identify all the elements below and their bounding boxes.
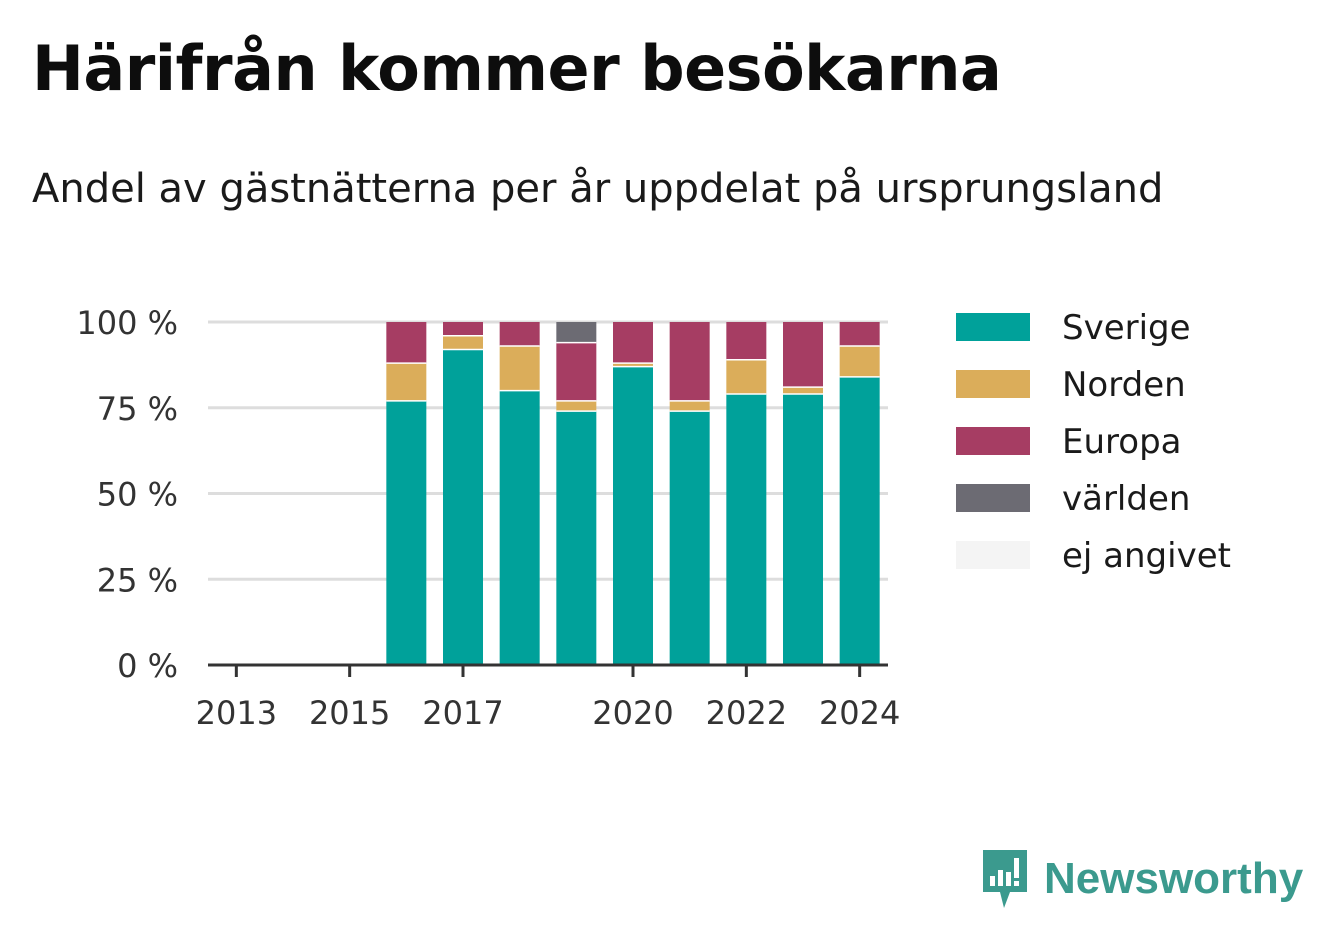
legend-label: Norden	[1062, 365, 1186, 405]
legend-swatch	[956, 313, 1030, 341]
chart-title: Härifrån kommer besökarna	[32, 32, 1002, 105]
bar-segment	[443, 322, 483, 336]
bar-segment	[386, 322, 427, 364]
legend-swatch	[956, 427, 1030, 455]
brand-name: Newsworthy	[1044, 854, 1304, 903]
bar-segment	[839, 322, 880, 347]
bar-segment	[783, 387, 823, 395]
bar-segment	[613, 322, 653, 364]
bar-segment	[783, 322, 823, 388]
legend-label: Sverige	[1062, 308, 1191, 348]
bar-segment	[386, 400, 427, 665]
bar-segment	[556, 400, 597, 412]
x-tick-label: 2013	[196, 694, 277, 732]
bar-segment	[669, 411, 710, 665]
bar-segment	[443, 335, 483, 350]
chart-subtitle: Andel av gästnätterna per år uppdelat på…	[32, 166, 1164, 212]
x-tick-label: 2017	[422, 694, 503, 732]
newsworthy-logo-icon	[983, 850, 1027, 908]
bar-segment	[499, 346, 540, 391]
bar-segment	[443, 349, 483, 665]
legend-swatch	[956, 370, 1030, 398]
bar-segment	[499, 390, 540, 665]
bar-segment	[613, 363, 653, 367]
bar-segment	[556, 322, 597, 343]
bar-segment	[669, 400, 710, 412]
x-tick-label: 2015	[309, 694, 390, 732]
x-tick-label: 2020	[592, 694, 673, 732]
bar-segment	[726, 359, 767, 395]
y-tick-label: 0 %	[117, 647, 178, 685]
bar-segment	[556, 411, 597, 665]
bar-segment	[556, 342, 597, 401]
bar-segment	[613, 366, 653, 665]
bar-segment	[839, 376, 880, 665]
y-tick-label: 50 %	[97, 476, 178, 514]
bar-segment	[669, 322, 710, 401]
legend-swatch	[956, 484, 1030, 512]
bar-segment	[726, 394, 767, 665]
legend-label: världen	[1062, 479, 1190, 519]
bar-segment	[783, 394, 823, 665]
bar-segment	[726, 322, 767, 360]
legend-swatch	[956, 541, 1030, 569]
legend-label: ej angivet	[1062, 536, 1231, 576]
x-tick-label: 2024	[819, 694, 900, 732]
brand: Newsworthy	[980, 848, 1303, 910]
y-tick-label: 75 %	[97, 390, 178, 428]
legend-label: Europa	[1062, 422, 1181, 462]
bar-segment	[499, 322, 540, 347]
y-tick-label: 25 %	[97, 561, 178, 599]
bar-segment	[839, 346, 880, 377]
x-tick-label: 2022	[706, 694, 787, 732]
y-tick-label: 100 %	[76, 304, 178, 342]
bar-segment	[386, 363, 427, 401]
